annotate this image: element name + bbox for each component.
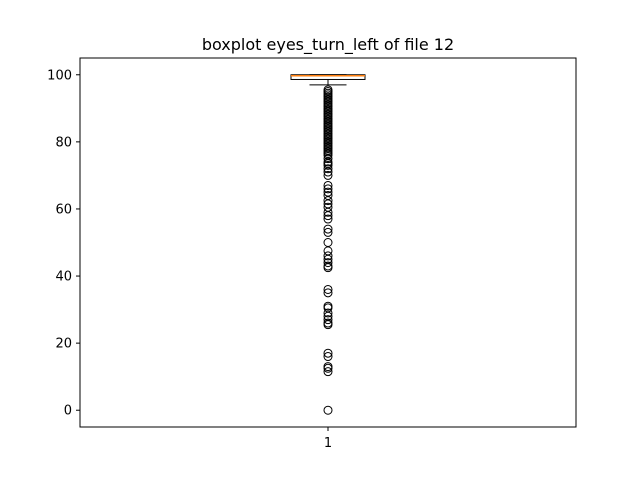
outlier-point: [323, 320, 333, 330]
axes-frame: [79, 57, 577, 428]
outlier-point: [323, 196, 333, 206]
outlier-point: [323, 214, 333, 224]
box-group: [290, 74, 366, 415]
outlier-point: [323, 352, 333, 362]
outlier-point: [323, 170, 333, 180]
outlier-point: [323, 211, 333, 221]
y-tick-label: 80: [55, 135, 72, 150]
outlier-point: [323, 227, 333, 237]
outlier-point: [323, 263, 333, 273]
outlier-point: [323, 315, 333, 325]
outlier-point: [323, 367, 333, 377]
y-tick-label: 60: [55, 202, 72, 217]
outlier-point: [323, 164, 333, 174]
outlier-point: [323, 405, 333, 415]
iqr-box: [290, 74, 366, 80]
outlier-point: [323, 224, 333, 234]
outlier-point: [323, 308, 333, 318]
y-tick-label: 100: [47, 68, 72, 83]
outlier-point: [323, 207, 333, 217]
outlier-point: [323, 251, 333, 261]
y-tick-label: 20: [55, 337, 72, 352]
y-axis: 0 20 40 60 80 100: [47, 68, 80, 419]
outlier-point: [323, 180, 333, 190]
outlier-point: [323, 167, 333, 177]
outlier-point: [323, 363, 333, 373]
x-tick-label: 1: [324, 436, 332, 451]
outlier-point: [323, 348, 333, 358]
outlier-point: [323, 288, 333, 298]
outlier-point: [323, 284, 333, 294]
outlier-point: [323, 258, 333, 268]
chart-title: boxplot eyes_turn_left of file 12: [202, 35, 454, 55]
x-axis: 1: [324, 427, 332, 451]
plot-area: [290, 74, 366, 415]
outlier-point: [323, 154, 333, 164]
outlier-point: [323, 184, 333, 194]
y-tick-label: 0: [64, 404, 72, 419]
y-tick-label: 40: [55, 270, 72, 285]
outlier-point: [323, 160, 333, 170]
